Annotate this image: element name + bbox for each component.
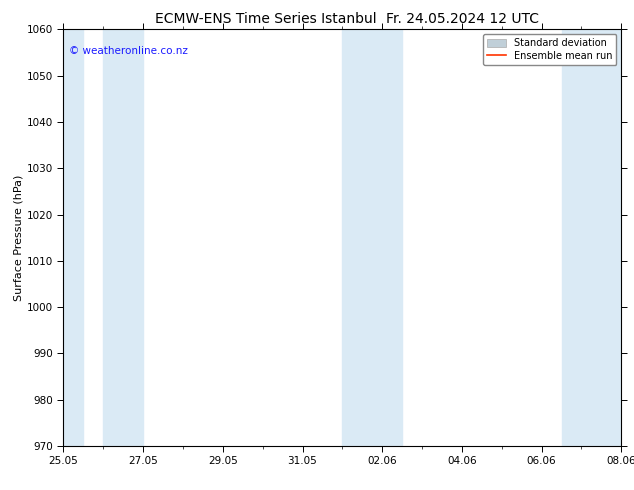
Text: Fr. 24.05.2024 12 UTC: Fr. 24.05.2024 12 UTC bbox=[386, 12, 540, 26]
Bar bbox=[103, 29, 143, 446]
Y-axis label: Surface Pressure (hPa): Surface Pressure (hPa) bbox=[14, 174, 24, 301]
Text: © weatheronline.co.nz: © weatheronline.co.nz bbox=[69, 46, 188, 56]
Legend: Standard deviation, Ensemble mean run: Standard deviation, Ensemble mean run bbox=[483, 34, 616, 65]
Bar bbox=[562, 29, 621, 446]
Text: ECMW-ENS Time Series Istanbul: ECMW-ENS Time Series Istanbul bbox=[155, 12, 377, 26]
Bar bbox=[63, 29, 83, 446]
Bar bbox=[342, 29, 402, 446]
